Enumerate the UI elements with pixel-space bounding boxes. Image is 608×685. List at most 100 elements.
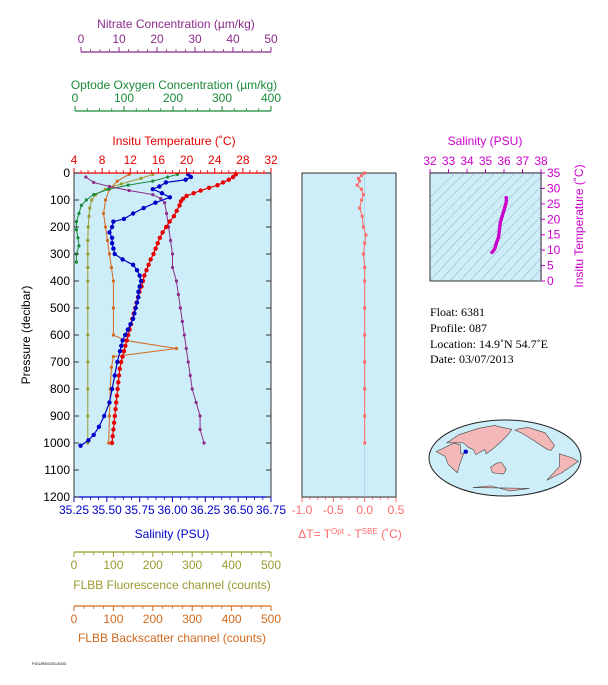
pressure-tick-label: 700 <box>50 355 70 369</box>
nitrate-point <box>107 184 112 189</box>
delta-t-point <box>360 214 364 218</box>
temperature-point <box>142 273 147 278</box>
salinity-point <box>78 443 83 448</box>
temperature-point <box>174 208 179 213</box>
fluorescence-point <box>86 225 90 229</box>
ts-contour-line <box>430 173 476 218</box>
fluorescence-tick-label: 100 <box>103 558 123 572</box>
nitrate-tick-label: 40 <box>226 32 240 46</box>
delta-t-point <box>363 241 367 245</box>
fluorescence-point <box>139 176 143 180</box>
nitrate-point <box>127 188 131 193</box>
salinity-point <box>132 311 137 316</box>
ts-series-group <box>490 195 509 255</box>
ts-right-tick-label: 0 <box>547 274 554 288</box>
backscatter-axis: 0 100 200 300 400 500 <box>71 605 281 626</box>
ts-contour-line <box>459 196 541 281</box>
backscatter-point <box>107 414 112 418</box>
backscatter-tick-label: 0 <box>71 612 78 626</box>
oxygen-point <box>79 203 83 207</box>
temperature-point <box>115 386 120 392</box>
temperature-point <box>215 182 220 188</box>
info-profile: Profile: 087 <box>430 321 487 335</box>
ts-point <box>502 208 506 212</box>
nitrate-point <box>198 414 202 418</box>
nitrate-point <box>164 211 169 216</box>
salinity-point <box>130 316 136 321</box>
ts-right-tick-label: 5 <box>547 259 554 273</box>
ts-right-tick-label: 25 <box>547 197 561 211</box>
oxygen-axis: 0 100 200 300 400 <box>72 91 281 112</box>
pressure-tick-label: 1100 <box>44 463 70 477</box>
delta-t-label-sup2: SBE <box>362 527 378 536</box>
delta-t-plot-area <box>301 172 397 498</box>
salinity-line <box>80 173 192 447</box>
ts-contour-line <box>469 206 541 281</box>
temperature-point <box>153 246 158 251</box>
delta-t-point <box>363 333 367 337</box>
delta-t-point <box>361 193 365 197</box>
temperature-point <box>155 241 160 246</box>
ts-point <box>504 202 508 206</box>
salinity-point <box>86 438 91 443</box>
ts-top-tick-label: 32 <box>423 154 437 168</box>
backscatter-point <box>174 346 179 351</box>
info-float: Float: 6381 <box>430 305 485 319</box>
temperature-tick-label: 28 <box>236 153 250 167</box>
pressure-tick-label: 900 <box>50 409 70 423</box>
salinity-point <box>188 174 194 180</box>
temperature-point <box>116 373 122 378</box>
temperature-point <box>157 235 163 240</box>
salinity-point <box>111 246 116 251</box>
ts-contour-line <box>499 236 541 281</box>
nitrate-point <box>194 400 198 405</box>
info-date: Date: 03/07/2013 <box>430 352 514 366</box>
temperature-point <box>123 343 128 348</box>
nitrate-point <box>159 197 163 201</box>
temperature-tick-label: 32 <box>264 153 278 167</box>
nitrate-point <box>180 319 184 324</box>
salinity-point <box>107 230 112 235</box>
temperature-point <box>177 203 182 208</box>
fluorescence-tick-label: 400 <box>222 558 242 572</box>
delta-t-point <box>364 233 368 237</box>
temperature-point <box>124 338 129 343</box>
pressure-tick-label: 1000 <box>43 436 70 450</box>
salinity-point <box>119 343 124 348</box>
ts-top-tick-label: 37 <box>516 154 530 168</box>
salinity-point <box>117 349 123 354</box>
oxygen-point <box>76 236 80 240</box>
backscatter-tick-label: 300 <box>182 612 202 626</box>
world-map <box>428 419 582 497</box>
temperature-tick-label: 8 <box>99 153 106 167</box>
nitrate-point <box>151 193 155 197</box>
pressure-tick-label: 400 <box>50 274 70 288</box>
ts-contour-line <box>430 173 516 260</box>
fluorescence-axis-label: FLBB Fluorescence channel (counts) <box>73 578 270 592</box>
nitrate-point <box>163 201 167 205</box>
footer-tag: FIGURE0/2013003 <box>32 661 67 666</box>
temperature-point <box>198 188 203 193</box>
temperature-point <box>148 257 153 262</box>
salinity-point <box>91 432 96 438</box>
temperature-point <box>160 230 165 235</box>
nitrate-point <box>170 265 175 270</box>
backscatter-point <box>103 198 108 202</box>
nitrate-tick-label: 30 <box>188 32 202 46</box>
backscatter-point <box>111 279 115 283</box>
ts-top-tick-label: 34 <box>460 154 474 168</box>
salinity-point <box>134 300 140 305</box>
nitrate-point <box>186 360 190 364</box>
delta-t-axis-label: ΔT= TOpt - TSBE (˚C) <box>298 527 402 542</box>
map-eurasia <box>445 425 513 456</box>
temperature-axis: 4 8 12 16 20 24 28 32 <box>71 153 278 174</box>
nitrate-point <box>190 387 194 391</box>
delta-t-point <box>360 187 364 191</box>
nitrate-axis: 0 10 20 30 40 50 <box>78 32 278 53</box>
ts-right-tick-label: 20 <box>547 212 561 226</box>
ts-contour-line <box>529 268 541 281</box>
delta-t-point <box>361 252 365 256</box>
temperature-point <box>114 400 119 405</box>
fluorescence-point <box>86 387 90 391</box>
temperature-point <box>226 177 231 182</box>
